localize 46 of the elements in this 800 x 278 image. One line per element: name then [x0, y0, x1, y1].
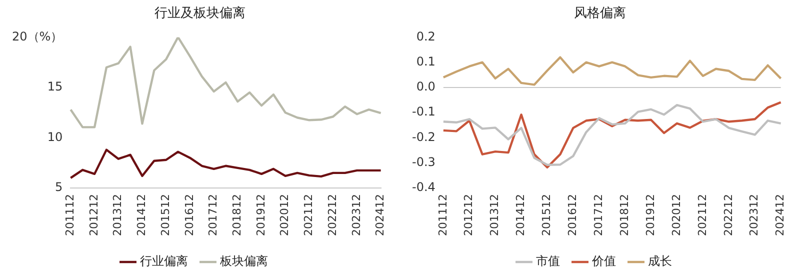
x-tick-label: 201112 [436, 194, 450, 236]
y-tick-label: -0.3 [412, 155, 436, 169]
legend-label: 价值 [591, 254, 616, 268]
legend-label: 成长 [648, 254, 672, 268]
x-tick-label: 202012 [278, 194, 292, 236]
x-tick-label: 201112 [64, 194, 77, 236]
chart-title: 行业及板块偏离 [154, 5, 246, 22]
x-tick-label: 201812 [618, 194, 631, 236]
x-tick-label: 201912 [254, 194, 268, 236]
x-tick-label: 201412 [514, 194, 528, 236]
y-tick-label: 0.0 [416, 80, 436, 94]
x-tick-label: 202012 [670, 194, 683, 236]
y-tick-label: 15 [47, 80, 63, 94]
legend-label: 板块偏离 [219, 254, 268, 268]
y-tick-label: 0.1 [416, 54, 436, 68]
y-tick-label: 10 [47, 130, 63, 144]
x-tick-label: 202412 [374, 194, 387, 236]
x-tick-label: 201912 [644, 194, 657, 236]
x-tick-label: 201612 [182, 194, 196, 236]
x-tick-label: 201412 [135, 194, 148, 236]
x-tick-label: 202112 [696, 194, 709, 236]
x-tick-label: 201312 [111, 194, 124, 236]
x-tick-label: 201512 [158, 194, 172, 236]
y-tick-label: 20（%） [12, 29, 63, 44]
x-tick-label: 201712 [592, 194, 605, 236]
y-tick-label: -0.4 [412, 180, 436, 194]
x-tick-label: 202312 [748, 194, 761, 236]
x-tick-label: 202112 [302, 194, 316, 236]
x-tick-label: 201612 [566, 194, 580, 236]
x-tick-label: 201312 [488, 194, 502, 236]
x-tick-label: 202212 [326, 194, 339, 236]
x-tick-label: 202312 [350, 194, 363, 236]
x-tick-label: 202212 [722, 194, 735, 236]
x-tick-label: 201212 [87, 194, 100, 236]
y-tick-label: -0.2 [412, 130, 436, 144]
x-tick-label: 202412 [774, 194, 787, 236]
x-tick-label: 201212 [462, 194, 476, 236]
x-tick-label: 201812 [230, 194, 244, 236]
y-tick-label: 0.2 [416, 29, 436, 44]
x-tick-label: 201712 [206, 194, 220, 236]
x-tick-label: 201512 [540, 194, 554, 236]
chart-title: 风格偏离 [573, 5, 627, 22]
legend-label: 市值 [536, 254, 560, 268]
y-tick-label: 5 [55, 180, 63, 194]
y-tick-label: -0.1 [412, 104, 436, 119]
legend-label: 行业偏离 [140, 254, 188, 268]
